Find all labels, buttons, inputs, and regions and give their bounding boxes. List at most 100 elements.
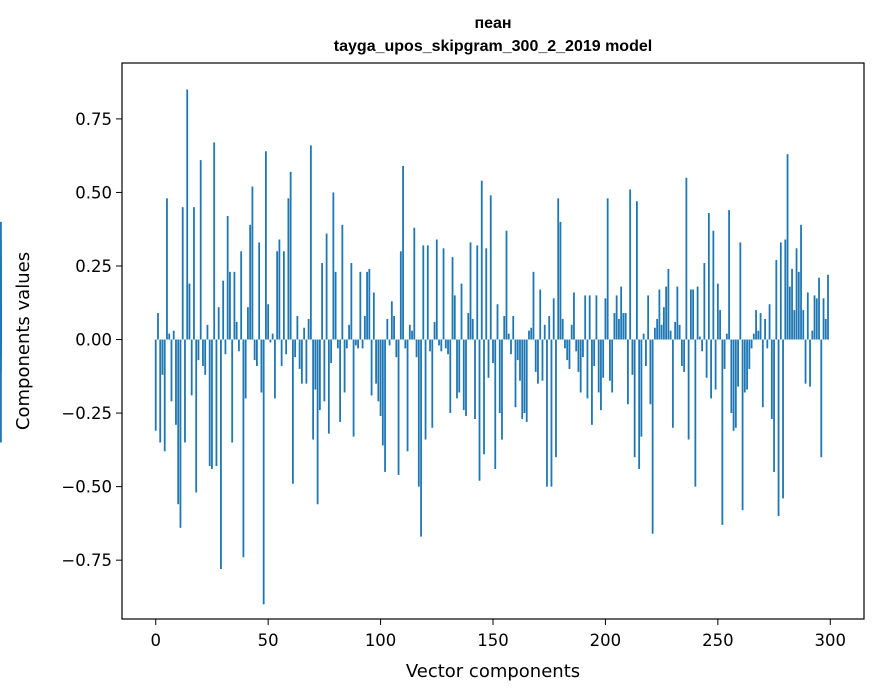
bar <box>404 339 407 349</box>
bar <box>716 283 719 340</box>
bar <box>172 330 175 340</box>
bar <box>312 339 315 440</box>
bar <box>235 321 238 340</box>
x-axis-label: Vector components <box>406 661 580 682</box>
bar <box>0 339 2 443</box>
bar <box>348 324 350 340</box>
bar <box>683 339 686 372</box>
bar <box>600 339 602 411</box>
bar <box>440 339 443 352</box>
chart-title: пеан <box>474 15 511 32</box>
bar <box>692 289 695 340</box>
bar <box>804 339 807 384</box>
x-tick-label: 150 <box>477 631 509 650</box>
bar <box>768 304 771 340</box>
bar <box>564 339 566 349</box>
bar <box>523 339 526 414</box>
bar <box>719 310 721 340</box>
bar <box>629 189 632 340</box>
y-tick-label: −0.50 <box>61 478 112 497</box>
bar <box>782 339 784 499</box>
bar <box>662 307 665 340</box>
bar <box>678 324 681 340</box>
bar <box>447 339 449 355</box>
bar <box>402 165 404 340</box>
bar <box>381 339 384 446</box>
bar <box>462 339 465 411</box>
bar <box>676 286 679 340</box>
bar <box>577 339 580 372</box>
bar <box>694 339 697 487</box>
x-axis: 0 50 100 150 200 250 300 <box>150 619 846 650</box>
chart-subtitle: tayga_upos_skipgram_300_2_2019 model <box>334 38 652 55</box>
bar <box>534 339 537 372</box>
bar <box>555 339 557 458</box>
bar <box>505 230 508 340</box>
bar <box>202 339 204 367</box>
bar <box>746 339 748 390</box>
bar <box>582 339 584 358</box>
bar <box>256 339 258 367</box>
bar <box>586 339 589 399</box>
bar <box>240 251 243 340</box>
bar <box>226 215 229 340</box>
bar <box>354 339 357 346</box>
x-tick-label: 250 <box>702 631 734 650</box>
bar <box>231 339 234 443</box>
bar <box>298 339 301 369</box>
bar <box>175 339 177 425</box>
bar <box>435 239 438 340</box>
bar <box>570 324 573 340</box>
bar <box>656 318 659 340</box>
bar <box>516 339 519 361</box>
bar <box>433 321 436 340</box>
bar <box>689 289 692 340</box>
bar <box>701 339 704 352</box>
bar <box>588 295 591 340</box>
bar <box>618 318 620 340</box>
bar <box>406 339 409 452</box>
bar <box>157 313 159 340</box>
bar <box>739 242 742 340</box>
bar <box>786 154 789 340</box>
bar <box>415 339 418 358</box>
bar <box>184 339 186 443</box>
bar <box>537 339 539 384</box>
bar <box>471 318 474 340</box>
bar <box>824 318 827 340</box>
bar <box>469 242 472 340</box>
bar <box>386 318 389 340</box>
bar <box>743 339 746 393</box>
bar <box>336 339 339 349</box>
y-axis: −0.75 −0.50 −0.25 0.00 0.25 0.50 0.75 <box>61 110 122 570</box>
bar <box>0 310 2 340</box>
bar <box>674 321 677 340</box>
bar <box>550 339 553 487</box>
bar <box>642 333 645 340</box>
bar <box>384 339 386 472</box>
bar <box>514 339 517 408</box>
y-tick-label: 0.00 <box>75 331 112 350</box>
bar <box>609 339 611 381</box>
bar <box>267 304 270 340</box>
bar <box>710 339 712 399</box>
bar <box>278 239 281 340</box>
bar <box>399 251 402 340</box>
bar <box>190 339 193 396</box>
bar <box>262 339 265 605</box>
bar <box>620 286 623 340</box>
bar <box>220 339 222 569</box>
bar <box>294 339 297 358</box>
bar <box>417 339 420 487</box>
bar <box>456 339 458 399</box>
bar <box>741 339 744 511</box>
bar <box>665 286 668 340</box>
bar <box>458 339 461 393</box>
bar <box>247 307 249 340</box>
bar <box>541 339 544 381</box>
bar <box>510 339 512 355</box>
bar <box>631 339 634 375</box>
bar <box>339 339 341 422</box>
bar <box>777 339 780 517</box>
bar <box>755 310 757 340</box>
